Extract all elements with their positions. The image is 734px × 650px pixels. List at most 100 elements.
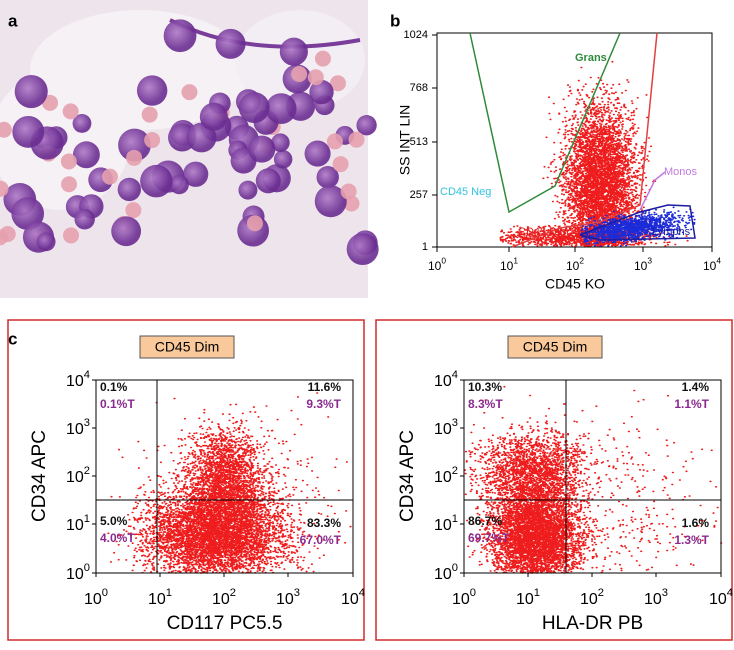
cell: [0, 226, 16, 243]
quadrant-percent: 11.6%: [308, 380, 342, 394]
y-axis-label: SS INT LIN: [397, 105, 413, 176]
tick-base: 10: [66, 566, 84, 583]
cell: [304, 140, 331, 167]
scatter: [463, 385, 723, 574]
tick-label: 104: [703, 256, 721, 273]
tick-base: 10: [341, 591, 359, 608]
quadrant-percent-total: 1.3%T: [674, 533, 709, 547]
quadrant-percent: 83.3%: [307, 516, 341, 530]
quadrant-percent: 0.1%: [100, 380, 128, 394]
plot-frame: [7, 319, 365, 641]
tick-label: 104: [341, 587, 365, 608]
tick-label: 100: [84, 587, 108, 608]
quadrant-percent-total: 4.0%T: [100, 531, 135, 545]
tick-base: 10: [276, 591, 294, 608]
quadrant-percent-total: 69.7%T: [468, 531, 510, 545]
gate-badge: [507, 335, 603, 359]
tick-exponent: 3: [452, 417, 458, 429]
tick-exponent: 3: [84, 417, 90, 429]
tick-base: 10: [434, 517, 452, 534]
tick-exponent: 3: [294, 587, 300, 599]
tick-base: 10: [212, 591, 230, 608]
tick-label: 104: [66, 369, 90, 390]
tick-base: 10: [634, 259, 648, 273]
cell: [144, 132, 161, 149]
cell: [238, 92, 270, 123]
event-cloud: [471, 460, 609, 574]
y-tick-label: 513: [410, 136, 428, 148]
gate-badge-label: CD45 Dim: [155, 339, 220, 355]
cell: [0, 121, 12, 138]
cell: [316, 165, 339, 189]
cell: [356, 115, 377, 136]
cell: [314, 50, 331, 67]
tick-label: 103: [634, 256, 652, 273]
tick-base: 10: [434, 566, 452, 583]
tick-label: 102: [434, 465, 458, 486]
y-tick-label: 257: [410, 189, 428, 201]
event-cloud: [464, 421, 605, 526]
tick-label: 103: [276, 587, 300, 608]
y-tick-label: 1024: [404, 29, 428, 41]
cell: [118, 128, 151, 162]
quadrant-percent: 5.0%: [100, 514, 128, 528]
tick-base: 10: [66, 517, 84, 534]
tick-label: 101: [516, 587, 540, 608]
cell: [140, 164, 173, 198]
x-axis-label: CD45 KO: [545, 276, 605, 292]
event-cloud: [463, 385, 723, 574]
y-tick-label: 768: [410, 82, 428, 94]
tick-exponent: 4: [84, 369, 90, 381]
cell: [60, 153, 77, 170]
cell: [248, 135, 276, 163]
cell: [326, 133, 343, 150]
tick-base: 10: [66, 421, 84, 438]
tick-label: 101: [434, 513, 458, 534]
tick-exponent: 3: [647, 256, 652, 266]
gate-label: CD45 Dim: [518, 226, 569, 238]
tick-label: 103: [434, 417, 458, 438]
tick-exponent: 0: [441, 256, 446, 266]
tick-base: 10: [500, 259, 514, 273]
tick-base: 10: [428, 259, 442, 273]
cell: [307, 69, 324, 86]
y-axis-label: CD34 APC: [397, 430, 418, 522]
cell: [246, 215, 263, 232]
tick-base: 10: [452, 591, 470, 608]
cell: [215, 28, 246, 59]
tick-base: 10: [709, 591, 727, 608]
tick-base: 10: [566, 259, 580, 273]
y-tick-label: 1: [422, 241, 428, 253]
x-axis-label: CD117 PC5.5: [167, 613, 283, 634]
cell: [309, 79, 334, 105]
cell: [332, 156, 349, 173]
tick-label: 104: [709, 587, 733, 608]
tick-exponent: 2: [452, 465, 458, 477]
tick-exponent: 2: [84, 465, 90, 477]
cell: [329, 75, 346, 92]
tick-base: 10: [66, 469, 84, 486]
tick-label: 101: [66, 513, 90, 534]
tick-exponent: 2: [230, 587, 236, 599]
cell: [125, 202, 142, 219]
y-axis-label: CD34 APC: [29, 430, 50, 522]
cell: [74, 209, 95, 230]
tick-exponent: 0: [84, 562, 90, 574]
cell: [62, 103, 79, 120]
quadrant-percent: 10.3%: [468, 380, 502, 394]
quadrant-percent: 86.7%: [468, 514, 502, 528]
tick-label: 100: [452, 587, 476, 608]
tick-exponent: 3: [662, 587, 668, 599]
scatter: [107, 392, 352, 574]
tick-exponent: 2: [579, 256, 584, 266]
tick-exponent: 4: [727, 587, 733, 599]
tick-label: 100: [66, 562, 90, 583]
tick-base: 10: [434, 373, 452, 390]
cell: [182, 161, 209, 187]
tick-base: 10: [516, 591, 534, 608]
cell: [141, 106, 158, 123]
panel-label: b: [390, 11, 400, 30]
cell: [36, 232, 56, 252]
quadrant-percent-total: 9.3%T: [306, 397, 341, 411]
